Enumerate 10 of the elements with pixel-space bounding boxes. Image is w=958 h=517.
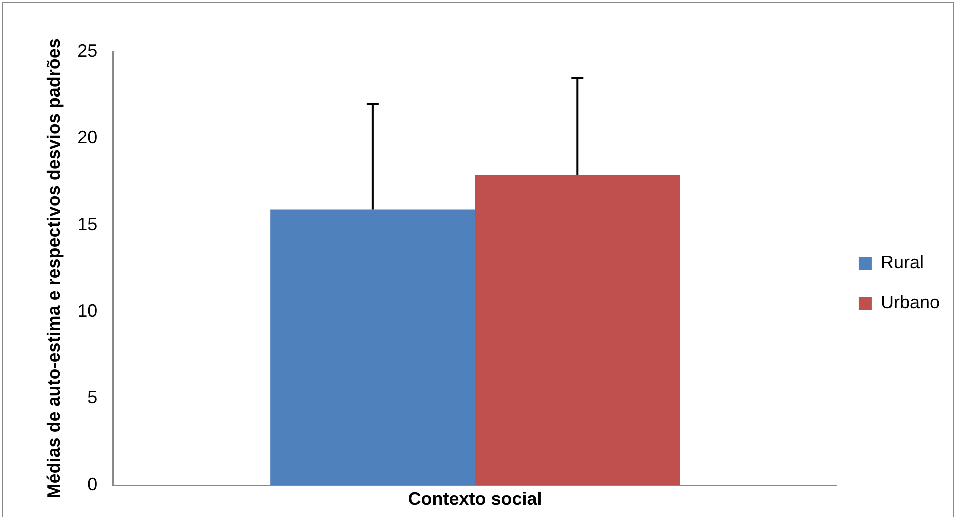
y-axis-title: Médias de auto-estima e respectivos desvios padrões <box>44 38 64 499</box>
y-tick-label: 0 <box>88 474 98 494</box>
y-tick-label: 15 <box>78 214 98 234</box>
legend-label: Urbano <box>880 292 940 312</box>
y-tick-label: 5 <box>88 388 98 408</box>
y-tick-label: 25 <box>78 40 98 61</box>
legend-label: Rural <box>880 252 924 272</box>
x-tick-label: Contexto social <box>408 489 542 510</box>
y-tick-label: 10 <box>78 301 98 322</box>
y-tick-label: 20 <box>78 128 98 148</box>
